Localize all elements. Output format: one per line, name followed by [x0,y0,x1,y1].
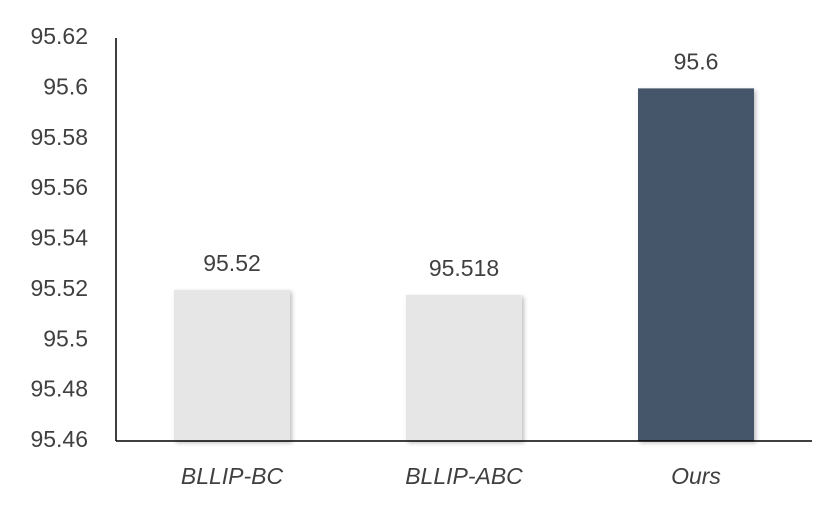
y-tick-label: 95.56 [30,174,88,200]
data-label: 95.6 [674,48,719,74]
y-tick-label: 95.52 [30,275,88,301]
data-label: 95.52 [203,250,261,276]
x-tick-label: BLLIP-BC [181,463,284,489]
x-tick-label: BLLIP-ABC [405,463,523,489]
y-tick-label: 95.54 [30,225,88,251]
bar [638,88,754,441]
y-tick-label: 95.62 [30,23,88,49]
bar [406,294,522,441]
y-tick-label: 95.6 [43,73,88,99]
y-tick-label: 95.46 [30,426,88,452]
x-tick-label: Ours [671,463,721,489]
y-tick-label: 95.5 [43,325,88,351]
data-label: 95.518 [429,255,499,281]
y-tick-label: 95.48 [30,376,88,402]
bar [174,289,290,441]
y-tick-label: 95.58 [30,124,88,150]
